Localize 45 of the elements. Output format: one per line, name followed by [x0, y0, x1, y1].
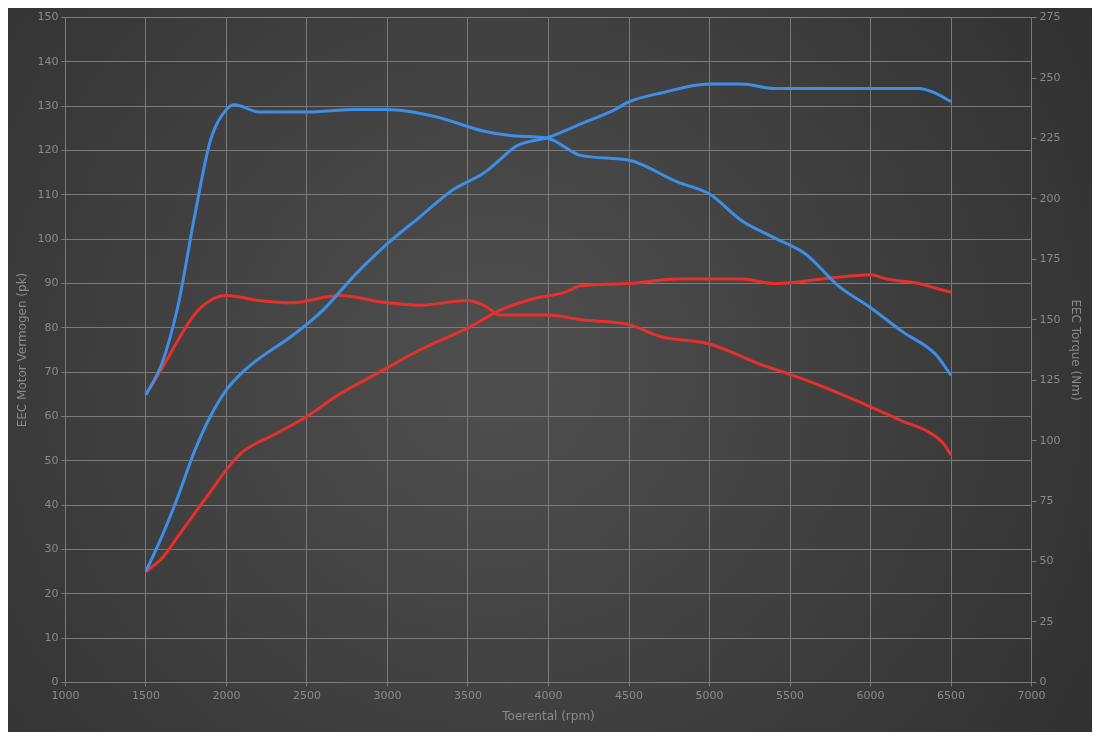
y-tick-label: 20 — [44, 586, 59, 600]
y-tick-label: 120 — [37, 143, 59, 157]
x-tick-label: 3500 — [453, 688, 482, 702]
y-tick-label: 80 — [44, 320, 59, 334]
y2-axis-title: EEC Torque (Nm) — [1068, 299, 1083, 401]
x-axis-title: Toerental (rpm) — [501, 708, 595, 723]
y2-tick-label: 275 — [1039, 10, 1061, 24]
y2-tick-label: 125 — [1039, 373, 1061, 387]
y2-tick-label: 50 — [1039, 554, 1054, 568]
y2-tick-label: 150 — [1039, 312, 1061, 326]
y2-tick-label: 25 — [1039, 614, 1054, 628]
x-tick-label: 2000 — [212, 688, 241, 702]
y2-tick-label: 175 — [1039, 252, 1061, 266]
line-series — [144, 82, 953, 574]
y-axis-title: EEC Motor Vermogen (pk) — [15, 272, 30, 428]
y-tick-label: 10 — [44, 630, 59, 644]
x-tick-label: 4000 — [534, 688, 563, 702]
x-tick-label: 3000 — [373, 688, 402, 702]
y2-tick-label: 250 — [1039, 70, 1061, 84]
x-tick-label: 5500 — [776, 688, 805, 702]
y2-tick-label: 200 — [1039, 191, 1061, 205]
x-tick-label: 6000 — [856, 688, 885, 702]
y-tick-label: 60 — [44, 409, 59, 423]
y2-tick-label: 0 — [1039, 675, 1047, 689]
y-tick-label: 130 — [37, 99, 59, 113]
x-tick-label: 7000 — [1017, 688, 1046, 702]
y-tick-label: 50 — [44, 453, 59, 467]
y-tick-label: 40 — [44, 497, 59, 511]
x-tick-label: 2500 — [292, 688, 321, 702]
y2-tick-label: 75 — [1039, 493, 1054, 507]
x-tick-label: 4500 — [615, 688, 644, 702]
x-tick-label: 1500 — [131, 688, 160, 702]
x-tick-label: 6500 — [937, 688, 966, 702]
x-tick-label: 5000 — [695, 688, 724, 702]
y-tick-label: 90 — [44, 276, 59, 290]
y-tick-label: 140 — [37, 54, 59, 68]
y-tick-label: 110 — [37, 187, 59, 201]
y-tick-label: 0 — [51, 675, 59, 689]
y-tick-label: 100 — [37, 232, 59, 246]
y2-tick-label: 100 — [1039, 433, 1061, 447]
x-tick-label: 1000 — [51, 688, 80, 702]
y-tick-label: 30 — [44, 542, 59, 556]
y-tick-label: 70 — [44, 365, 59, 379]
y2-tick-label: 225 — [1039, 131, 1061, 145]
y-tick-label: 150 — [37, 10, 59, 24]
